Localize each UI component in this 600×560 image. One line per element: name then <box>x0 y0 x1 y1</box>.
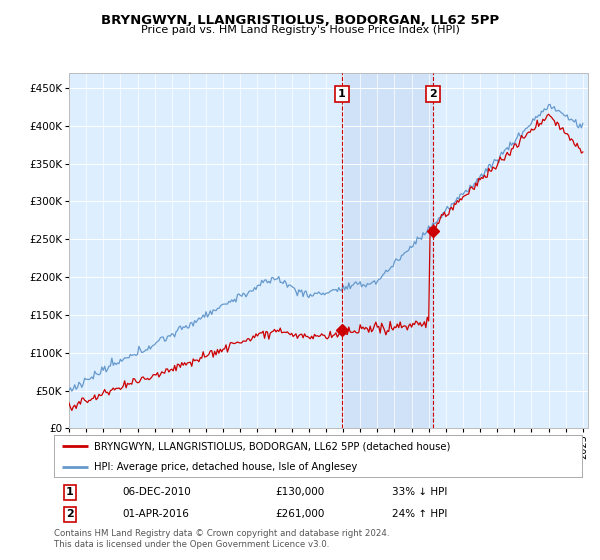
Text: 33% ↓ HPI: 33% ↓ HPI <box>392 487 447 497</box>
Text: 2: 2 <box>429 89 437 99</box>
Bar <box>341 73 433 428</box>
Text: £261,000: £261,000 <box>276 510 325 520</box>
Text: Contains HM Land Registry data © Crown copyright and database right 2024.
This d: Contains HM Land Registry data © Crown c… <box>54 529 389 549</box>
Text: 01-APR-2016: 01-APR-2016 <box>122 510 190 520</box>
Text: £130,000: £130,000 <box>276 487 325 497</box>
Text: HPI: Average price, detached house, Isle of Anglesey: HPI: Average price, detached house, Isle… <box>94 461 357 472</box>
Text: 06-DEC-2010: 06-DEC-2010 <box>122 487 191 497</box>
Text: 1: 1 <box>66 487 74 497</box>
Text: BRYNGWYN, LLANGRISTIOLUS, BODORGAN, LL62 5PP: BRYNGWYN, LLANGRISTIOLUS, BODORGAN, LL62… <box>101 14 499 27</box>
Text: Price paid vs. HM Land Registry's House Price Index (HPI): Price paid vs. HM Land Registry's House … <box>140 25 460 35</box>
Text: 1: 1 <box>338 89 346 99</box>
Text: 2: 2 <box>66 510 74 520</box>
Text: 24% ↑ HPI: 24% ↑ HPI <box>392 510 447 520</box>
Text: BRYNGWYN, LLANGRISTIOLUS, BODORGAN, LL62 5PP (detached house): BRYNGWYN, LLANGRISTIOLUS, BODORGAN, LL62… <box>94 441 450 451</box>
